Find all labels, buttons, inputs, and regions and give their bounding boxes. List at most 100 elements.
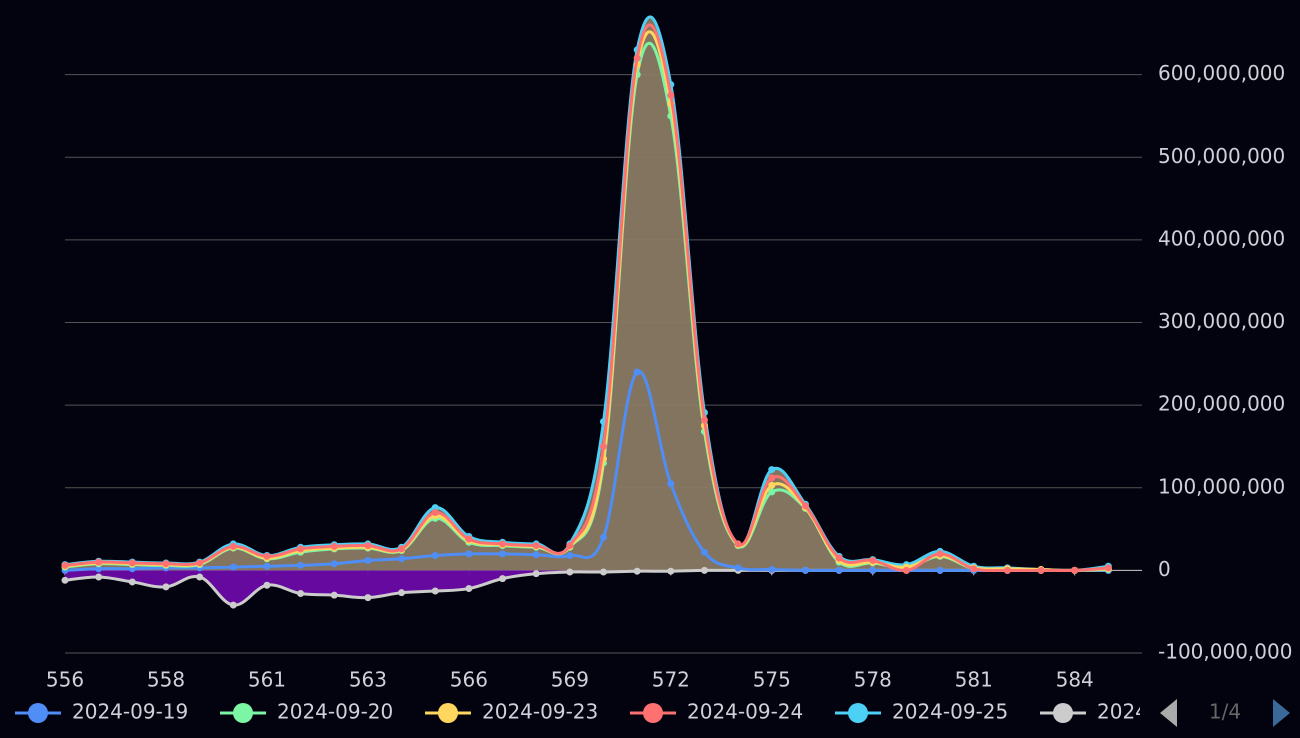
point (970, 565, 978, 573)
point (667, 567, 675, 575)
point (162, 560, 170, 568)
y-tick-label: 200,000,000 (1158, 392, 1285, 416)
point (633, 54, 641, 62)
point (700, 548, 708, 556)
point (128, 559, 136, 567)
x-tick-label: 558 (147, 668, 185, 692)
series-line (64, 41, 1109, 572)
point (95, 573, 103, 581)
point (667, 480, 675, 488)
point (633, 567, 641, 575)
x-tick-label: 566 (450, 668, 488, 692)
point (566, 552, 574, 560)
legend-icon (1053, 703, 1073, 723)
point (734, 540, 742, 548)
x-tick-label: 578 (854, 668, 892, 692)
legend-icon (233, 703, 253, 723)
y-tick-label: 500,000,000 (1158, 144, 1285, 168)
point (263, 562, 271, 570)
point (566, 568, 574, 576)
point (364, 594, 372, 602)
point (768, 474, 776, 482)
x-tick-label: 563 (349, 668, 387, 692)
point (431, 504, 439, 512)
point (768, 466, 776, 474)
point (600, 442, 607, 450)
x-tick-label: 572 (652, 668, 690, 692)
point (801, 566, 809, 574)
plot: -100,000,000 0 100,000,000 200,000,000 300,0… (46, 0, 1293, 692)
point (768, 488, 776, 496)
point (532, 570, 540, 578)
legend-label: 2024-09-26 (1097, 700, 1213, 724)
point (465, 535, 473, 543)
point (1071, 566, 1079, 574)
point (600, 568, 607, 576)
x-tick-label: 581 (955, 668, 993, 692)
legend-next[interactable] (1273, 699, 1290, 727)
point (869, 566, 877, 574)
point (330, 542, 338, 550)
point (566, 542, 574, 550)
legend-prev[interactable] (1160, 699, 1177, 727)
point (667, 91, 675, 99)
point (1037, 566, 1045, 574)
point (61, 561, 69, 569)
point (936, 550, 944, 558)
point (128, 578, 136, 586)
point (633, 368, 641, 376)
series-line (64, 30, 1109, 572)
point (801, 502, 809, 510)
point (398, 589, 406, 597)
point (229, 563, 237, 571)
legend-icon (643, 703, 663, 723)
point (902, 566, 910, 574)
point (330, 591, 338, 599)
series-line (64, 23, 1109, 573)
legend-label: 2024-09-25 (892, 700, 1008, 724)
point (499, 550, 507, 558)
point (768, 566, 776, 574)
point (700, 566, 708, 574)
y-tick-label: 700,000,000 (1158, 0, 1285, 3)
point (364, 556, 372, 564)
point (95, 558, 103, 566)
point (431, 552, 439, 560)
point (398, 545, 406, 553)
point (196, 573, 204, 581)
point (532, 551, 540, 559)
legend: 2024-09-19 2024-09-20 2024-09-23 2024-09-24… (15, 700, 1213, 724)
point (431, 587, 439, 595)
point (835, 554, 843, 562)
y-tick-label: 300,000,000 (1158, 309, 1285, 333)
legend-label: 2024-09-20 (277, 700, 393, 724)
y-tick-label: 100,000,000 (1158, 474, 1285, 498)
area (65, 570, 1109, 606)
legend-page: 1/4 (1209, 700, 1241, 724)
point (465, 585, 473, 593)
point (700, 416, 708, 424)
legend-label: 2024-09-19 (72, 700, 188, 724)
point (297, 561, 305, 569)
point (600, 533, 607, 541)
point (835, 566, 843, 574)
point (869, 556, 877, 564)
point (330, 560, 338, 568)
x-tick-label: 575 (753, 668, 791, 692)
point (1003, 566, 1011, 574)
point (499, 540, 507, 548)
point (297, 545, 305, 553)
point (297, 590, 305, 598)
legend-label: 2024-09-23 (482, 700, 598, 724)
point (364, 542, 372, 550)
point (229, 542, 237, 550)
point (431, 509, 439, 517)
y-tick-label: 0 (1158, 557, 1171, 581)
x-tick-label: 561 (248, 668, 286, 692)
point (465, 550, 473, 558)
point (229, 601, 237, 609)
x-tick-label: 584 (1056, 668, 1094, 692)
y-tick-label: -100,000,000 (1158, 640, 1292, 664)
